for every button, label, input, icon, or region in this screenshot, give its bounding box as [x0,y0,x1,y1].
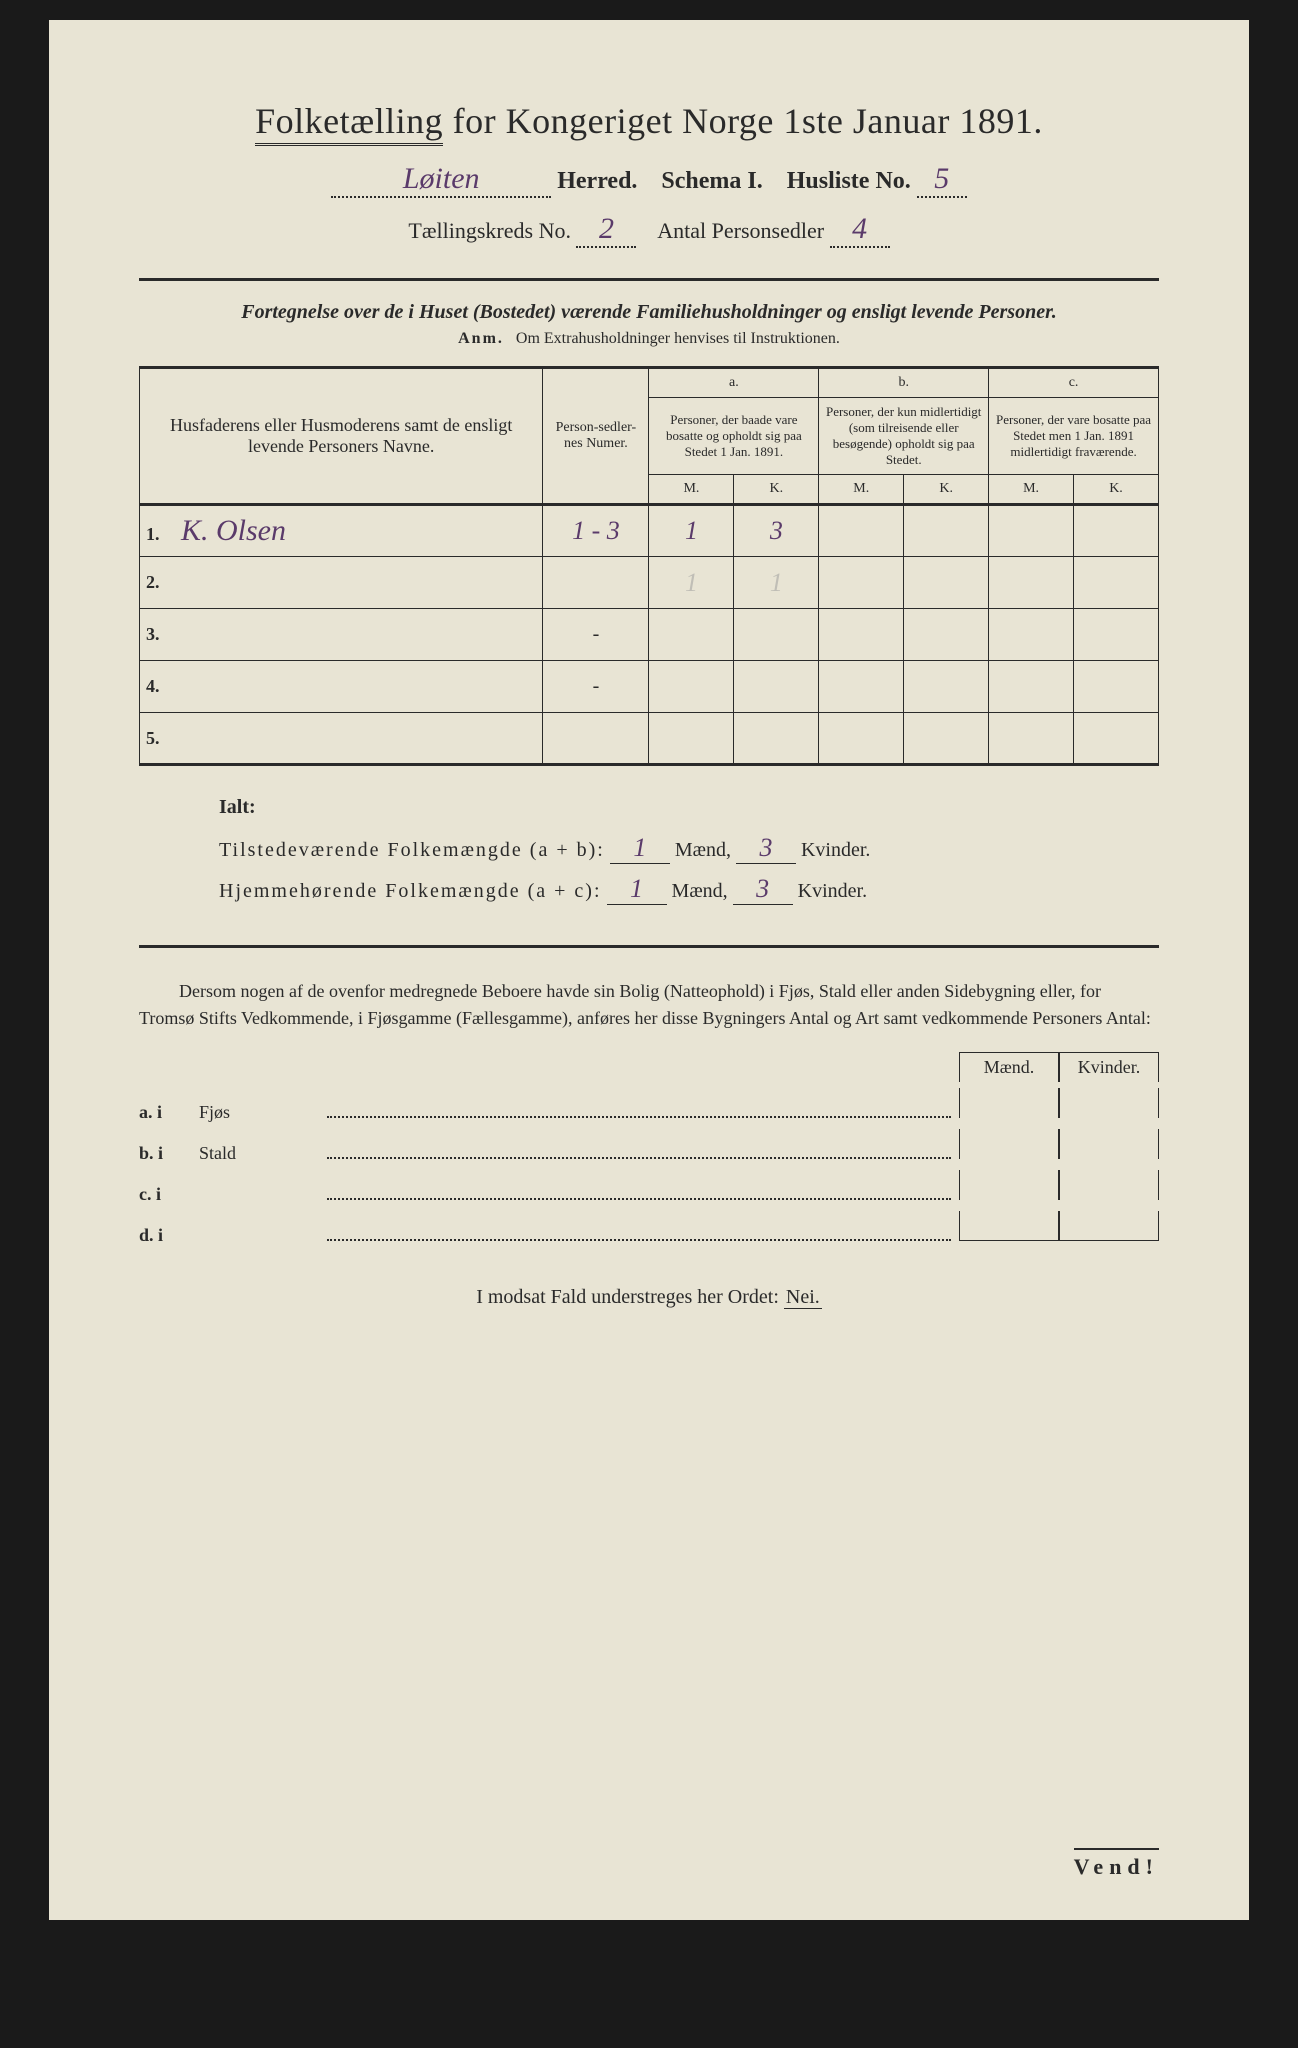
husliste-value: 5 [934,162,949,195]
table-row: 5. [140,713,1159,765]
row1-numer: 1 - 3 [572,516,620,545]
subtitle: Fortegnelse over de i Huset (Bostedet) v… [139,301,1159,324]
bygning-row: a. i Fjøs [139,1088,1159,1123]
totals-section: Ialt: Tilstedeværende Folkemængde (a + b… [219,796,1159,905]
row1-ak: 3 [770,516,783,545]
row1-am: 1 [685,516,698,545]
herred-label: Herred. [557,168,637,194]
th-ak: K. [734,475,819,505]
bygning-maend-header: Mænd. [959,1052,1059,1082]
anm-text: Om Extrahusholdninger henvises til Instr… [516,330,840,347]
th-ck: K. [1074,475,1159,505]
line1-maend: 1 [633,833,646,862]
row2-am: 1 [685,568,698,597]
th-numer: Person-sedler-nes Numer. [543,368,649,505]
main-table: Husfaderens eller Husmoderens samt de en… [139,366,1159,766]
header-line-3: Tællingskreds No. 2 Antal Personsedler 4 [139,212,1159,248]
ialt-label: Ialt: [219,796,1159,819]
line2-maend: 1 [630,874,643,903]
personsedler-label: Antal Personsedler [657,218,824,243]
table-row: 1. K. Olsen 1 - 3 1 3 [140,505,1159,557]
census-form-page: Folketælling for Kongeriget Norge 1ste J… [49,20,1249,1920]
th-a-label: a. [649,368,819,398]
kreds-value: 2 [599,212,614,245]
anm-label: Anm. [458,330,504,347]
line2-kvinder: 3 [756,874,769,903]
schema-label: Schema I. [661,168,762,194]
title-underlined: Folketælling [255,101,443,146]
totals-line-2: Hjemmehørende Folkemængde (a + c): 1 Mæn… [219,874,1159,905]
th-c-label: c. [989,368,1159,398]
th-names: Husfaderens eller Husmoderens samt de en… [140,368,543,505]
th-b-text: Personer, der kun midlertidigt (som tilr… [819,398,989,475]
header-line-2: Løiten Herred. Schema I. Husliste No. 5 [139,162,1159,198]
bygning-paragraph: Dersom nogen af de ovenfor medregnede Be… [139,978,1159,1032]
bygning-row: c. i [139,1170,1159,1205]
bygning-kvinder-header: Kvinder. [1059,1052,1159,1082]
table-body: 1. K. Olsen 1 - 3 1 3 2. 1 1 3. - 4. - [140,505,1159,765]
th-c-text: Personer, der vare bosatte paa Stedet me… [989,398,1159,475]
th-b-label: b. [819,368,989,398]
th-cm: M. [989,475,1074,505]
line1-kvinder: 3 [759,833,772,862]
table-row: 3. - [140,609,1159,661]
nei-word: Nei. [784,1286,822,1309]
vend-label: Vend! [1074,1848,1159,1880]
personsedler-value: 4 [852,212,867,245]
bygning-row: b. i Stald [139,1129,1159,1164]
anm-line: Anm. Om Extrahusholdninger henvises til … [139,330,1159,348]
kreds-label: Tællingskreds No. [408,218,571,243]
title-rest: for Kongeriget Norge 1ste Januar 1891. [453,101,1043,141]
table-row: 4. - [140,661,1159,713]
th-bk: K. [904,475,989,505]
th-a-text: Personer, der baade vare bosatte og opho… [649,398,819,475]
th-bm: M. [819,475,904,505]
bygning-row: d. i [139,1211,1159,1246]
th-am: M. [649,475,734,505]
husliste-label: Husliste No. [787,168,911,194]
bygning-header: Mænd. Kvinder. [139,1052,1159,1082]
footer-line: I modsat Fald understreges her Ordet: Ne… [139,1286,1159,1309]
row2-ak: 1 [770,568,783,597]
totals-line-1: Tilstedeværende Folkemængde (a + b): 1 M… [219,833,1159,864]
divider-2 [139,945,1159,948]
table-row: 2. 1 1 [140,557,1159,609]
row1-name: K. Olsen [181,514,286,547]
herred-value: Løiten [403,162,480,195]
divider-1 [139,278,1159,281]
main-title: Folketælling for Kongeriget Norge 1ste J… [139,100,1159,142]
bygning-table: Mænd. Kvinder. a. i Fjøs b. i Stald c. i… [139,1052,1159,1246]
